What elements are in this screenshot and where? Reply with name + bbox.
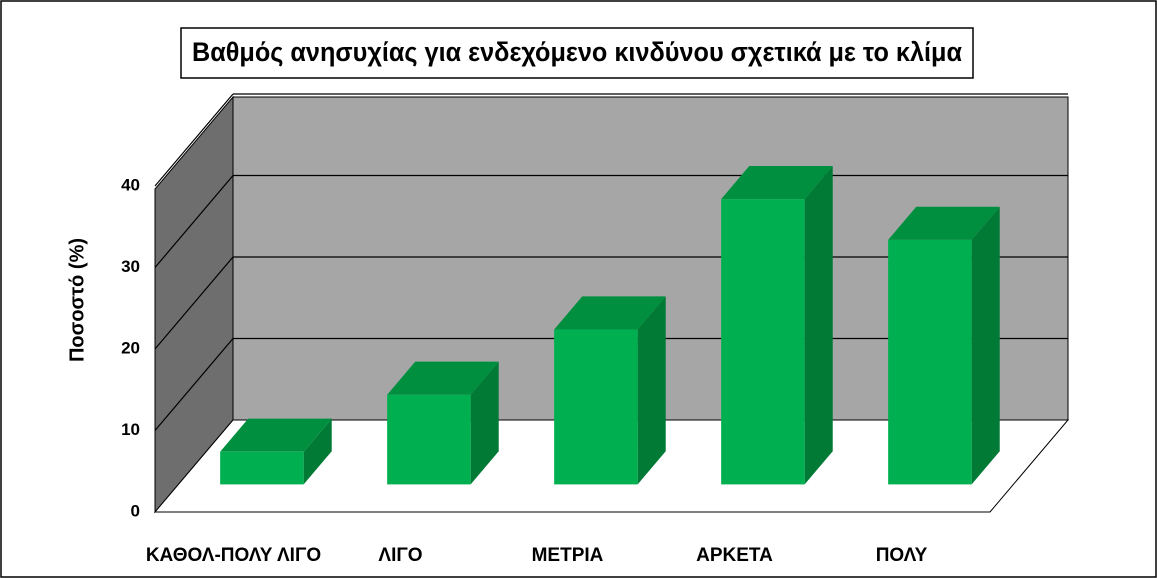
chart-title: Βαθμός ανησυχίας για ενδεχόμενο κινδύνου… bbox=[192, 37, 962, 67]
bar-front bbox=[220, 451, 304, 485]
bar bbox=[888, 206, 1000, 485]
x-tick-label: ΑΡΚΕΤΑ bbox=[696, 545, 773, 566]
bar bbox=[554, 296, 666, 485]
bar-top bbox=[387, 361, 499, 395]
bar-front bbox=[387, 394, 471, 485]
y-tick-label: 10 bbox=[121, 420, 140, 439]
title-box bbox=[180, 27, 974, 79]
y-tick-label: 30 bbox=[121, 257, 140, 276]
grid-line bbox=[154, 338, 234, 431]
grid-line bbox=[154, 175, 234, 268]
bar bbox=[220, 418, 332, 485]
x-tick-label: ΚΑΘΟΛ-ΠΟΛΥ ΛΙΓΟ bbox=[146, 545, 321, 566]
y-tick-label: 20 bbox=[121, 338, 140, 357]
bar-front bbox=[721, 199, 805, 485]
bar-top bbox=[888, 206, 1000, 240]
y-axis-label: Ποσοστό (%) bbox=[66, 238, 88, 362]
grid-line bbox=[154, 256, 234, 350]
bar-side bbox=[637, 296, 666, 485]
y-tick-label: 40 bbox=[121, 175, 140, 194]
bar-front bbox=[888, 239, 972, 485]
bar-top bbox=[721, 166, 833, 200]
bar-front bbox=[554, 329, 638, 485]
grid-line bbox=[154, 93, 234, 187]
x-tick-label: ΠΟΛΥ bbox=[876, 545, 928, 566]
bar-side bbox=[804, 166, 833, 485]
bar bbox=[387, 361, 499, 485]
bar-side bbox=[303, 418, 332, 485]
x-tick-label: ΛΙΓΟ bbox=[378, 545, 422, 566]
y-tick-label: 0 bbox=[131, 501, 140, 520]
bar bbox=[721, 166, 833, 485]
bar-side bbox=[470, 361, 499, 485]
bar-top bbox=[220, 418, 332, 452]
bar-side bbox=[971, 206, 1000, 485]
x-tick-label: ΜΕΤΡΙΑ bbox=[532, 545, 604, 566]
bar-top bbox=[554, 296, 666, 330]
